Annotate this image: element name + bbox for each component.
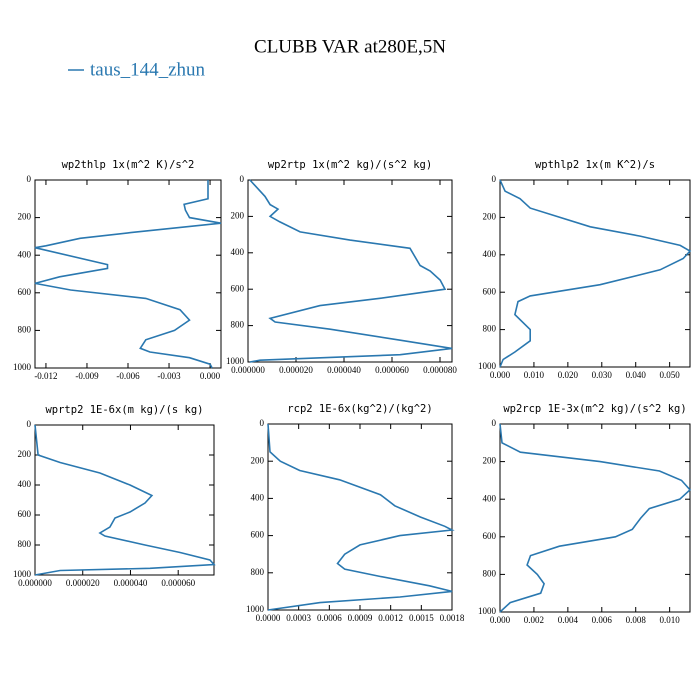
y-tick-label: 200 [18,212,32,222]
x-tick-label: 0.000000 [18,578,52,588]
x-tick-label: 0.0012 [378,613,403,623]
profile-line [499,179,692,368]
y-tick-label: 0 [260,418,265,428]
panel-title: wp2rcp 1E-3x(m^2 kg)/(s^2 kg) [503,403,686,415]
y-tick-label: 800 [231,320,245,330]
x-tick-label: 0.0009 [348,613,373,623]
y-tick-label: 400 [483,249,497,259]
plot-frame [34,424,215,576]
y-tick-label: 600 [18,509,32,519]
y-tick-label: 600 [483,286,497,296]
y-tick-label: 400 [483,493,497,503]
x-tick-label: 0.020 [558,370,579,380]
y-tick-label: 200 [231,210,245,220]
x-tick-label: 0.000020 [279,365,313,375]
x-tick-label: -0.006 [116,371,140,381]
x-tick-label: 0.000080 [423,365,457,375]
x-tick-label: 0.002 [524,615,544,625]
y-tick-label: 600 [251,530,265,540]
y-tick-label: 800 [18,539,32,549]
x-tick-label: 0.050 [660,370,681,380]
y-tick-label: 1000 [246,604,265,614]
y-tick-label: 0 [27,419,32,429]
y-tick-label: 800 [18,324,32,334]
y-tick-label: 200 [483,456,497,466]
figure-title: CLUBB VAR at280E,5N [254,36,446,57]
x-tick-label: 0.0018 [440,613,465,623]
y-tick-label: 1000 [13,362,32,372]
x-tick-label: 0.000000 [231,365,265,375]
panel-title: wpthlp2 1x(m K^2)/s [535,159,655,171]
y-tick-label: 1000 [478,606,497,616]
y-tick-label: 200 [18,449,32,459]
panel-title: wprtp2 1E-6x(m kg)/(s kg) [45,404,203,416]
y-tick-label: 1000 [13,569,32,579]
profile-line [499,423,692,613]
y-tick-label: 1000 [226,356,245,366]
y-tick-label: 0 [492,418,497,428]
panel-title: wp2thlp 1x(m^2 K)/s^2 [62,159,195,171]
x-tick-label: 0.000 [490,370,511,380]
x-tick-label: 0.000 [490,615,511,625]
x-tick-label: 0.004 [558,615,579,625]
x-tick-label: 0.000060 [161,578,195,588]
x-tick-label: -0.003 [157,371,181,381]
y-tick-label: 600 [483,531,497,541]
y-tick-label: 1000 [478,361,497,371]
profile-line [249,179,453,363]
x-tick-label: 0.000020 [66,578,100,588]
x-tick-label: 0.0000 [256,613,281,623]
plot-frame [247,179,453,363]
x-tick-label: -0.012 [34,371,57,381]
x-tick-label: 0.000 [200,371,221,381]
y-tick-label: 0 [492,174,497,184]
x-tick-label: 0.000040 [114,578,148,588]
profile-line [34,424,216,576]
y-tick-label: 800 [483,324,497,334]
panel-title: rcp2 1E-6x(kg^2)/(kg^2) [287,403,432,415]
x-tick-label: 0.010 [524,370,545,380]
x-tick-label: 0.030 [592,370,613,380]
x-tick-label: 0.010 [660,615,681,625]
y-tick-label: 400 [18,249,32,259]
x-tick-label: 0.040 [626,370,647,380]
x-tick-label: 0.0015 [409,613,434,623]
y-tick-label: 400 [231,247,245,257]
y-tick-label: 800 [251,567,265,577]
y-tick-label: 200 [483,211,497,221]
x-tick-label: 0.000060 [375,365,409,375]
x-tick-label: -0.009 [75,371,99,381]
legend-label: taus_144_zhun [90,59,206,80]
x-tick-label: 0.0006 [317,613,342,623]
y-tick-label: 600 [231,283,245,293]
plot-frame [499,179,691,368]
x-tick-label: 0.0003 [286,613,311,623]
y-tick-label: 0 [27,174,32,184]
y-tick-label: 400 [251,492,265,502]
y-tick-label: 400 [18,479,32,489]
y-tick-label: 0 [240,174,245,184]
panel-title: wp2rtp 1x(m^2 kg)/(s^2 kg) [268,159,432,171]
plot-frame [499,423,691,613]
x-tick-label: 0.008 [626,615,647,625]
y-tick-label: 800 [483,568,497,578]
y-tick-label: 200 [251,455,265,465]
x-tick-label: 0.000040 [327,365,361,375]
profile-line [34,180,222,369]
profile-line [267,423,455,611]
y-tick-label: 600 [18,287,32,297]
x-tick-label: 0.006 [592,615,613,625]
